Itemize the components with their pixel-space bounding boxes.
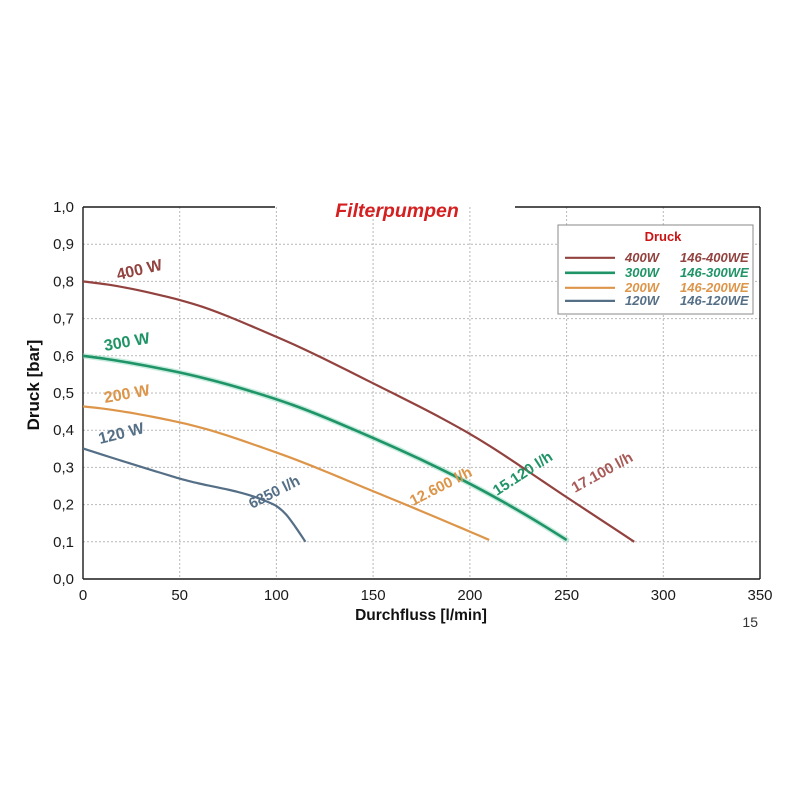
- svg-text:0,8: 0,8: [53, 273, 74, 290]
- svg-text:0,1: 0,1: [53, 534, 74, 551]
- svg-text:0,5: 0,5: [53, 385, 74, 402]
- svg-text:Druck: Druck: [645, 229, 683, 244]
- svg-text:0,9: 0,9: [53, 236, 74, 253]
- svg-text:100: 100: [264, 587, 289, 604]
- svg-text:400W: 400W: [624, 250, 661, 265]
- svg-text:50: 50: [171, 587, 188, 604]
- svg-text:300W: 300W: [625, 265, 661, 280]
- svg-text:146-120WE: 146-120WE: [680, 293, 749, 308]
- svg-text:Durchfluss [l/min]: Durchfluss [l/min]: [355, 607, 487, 624]
- svg-text:15: 15: [742, 614, 758, 630]
- svg-text:0,0: 0,0: [53, 571, 74, 588]
- svg-text:Druck [bar]: Druck [bar]: [24, 340, 43, 431]
- svg-text:146-400WE: 146-400WE: [680, 250, 749, 265]
- svg-text:0,4: 0,4: [53, 422, 74, 439]
- svg-text:120W: 120W: [625, 293, 661, 308]
- svg-text:0,3: 0,3: [53, 459, 74, 476]
- svg-text:Filterpumpen: Filterpumpen: [335, 200, 459, 222]
- svg-text:1,0: 1,0: [53, 199, 74, 216]
- svg-text:0: 0: [79, 587, 87, 604]
- svg-text:150: 150: [361, 587, 386, 604]
- svg-text:300: 300: [651, 587, 676, 604]
- svg-text:200: 200: [457, 587, 482, 604]
- svg-text:146-300WE: 146-300WE: [680, 265, 749, 280]
- svg-text:0,6: 0,6: [53, 348, 74, 365]
- svg-text:250: 250: [554, 587, 579, 604]
- svg-text:0,2: 0,2: [53, 497, 74, 514]
- svg-text:0,7: 0,7: [53, 311, 74, 328]
- svg-text:350: 350: [747, 587, 772, 604]
